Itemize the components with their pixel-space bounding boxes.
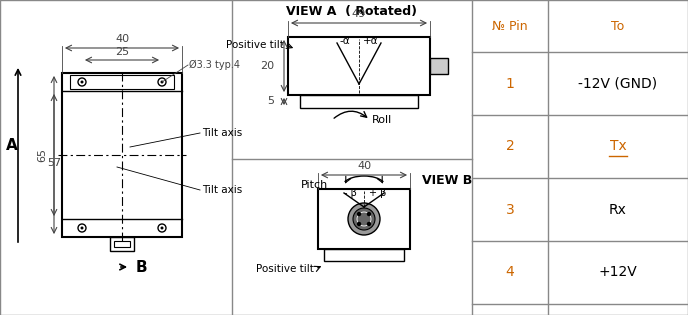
Text: 20: 20 <box>260 61 274 71</box>
Text: +α: +α <box>363 36 379 46</box>
Text: 3: 3 <box>506 203 515 216</box>
Text: Tilt axis: Tilt axis <box>202 128 242 138</box>
Text: Pitch: Pitch <box>301 180 327 190</box>
Text: 1: 1 <box>506 77 515 90</box>
Text: 2: 2 <box>506 140 515 153</box>
Circle shape <box>160 226 164 230</box>
Text: 25: 25 <box>115 47 129 57</box>
Text: +12V: +12V <box>599 266 637 279</box>
Bar <box>70 75 174 89</box>
Text: Positive tilt: Positive tilt <box>226 40 284 50</box>
Circle shape <box>357 212 361 216</box>
Text: № Pin: № Pin <box>492 20 528 32</box>
Text: 57: 57 <box>47 158 61 168</box>
Bar <box>318 189 410 249</box>
Circle shape <box>353 208 375 230</box>
Circle shape <box>348 203 380 235</box>
Circle shape <box>367 222 371 226</box>
Text: Ø3.3 typ.4: Ø3.3 typ.4 <box>189 60 240 70</box>
Text: -α: -α <box>340 36 350 46</box>
Bar <box>62 73 182 237</box>
Text: VIEW B: VIEW B <box>422 175 472 187</box>
Text: B: B <box>136 260 148 274</box>
Bar <box>300 95 418 108</box>
Circle shape <box>160 81 164 83</box>
Text: -12V (GND): -12V (GND) <box>579 77 658 90</box>
Text: - β: - β <box>343 188 356 198</box>
Bar <box>324 249 404 261</box>
Text: Tx: Tx <box>610 140 626 153</box>
Text: 65: 65 <box>37 148 47 162</box>
Text: 40: 40 <box>115 34 129 44</box>
Text: 49: 49 <box>352 9 366 19</box>
Text: To: To <box>612 20 625 32</box>
Text: 5: 5 <box>267 96 274 106</box>
Text: 4: 4 <box>506 266 515 279</box>
Circle shape <box>80 226 83 230</box>
Text: Tilt axis: Tilt axis <box>202 185 242 195</box>
Text: 40: 40 <box>357 161 371 171</box>
Bar <box>110 237 134 251</box>
Bar <box>430 58 448 74</box>
Bar <box>114 241 130 247</box>
Text: Roll: Roll <box>372 115 392 125</box>
Text: Positive tilt: Positive tilt <box>256 264 314 274</box>
Text: + β: + β <box>369 188 387 198</box>
Circle shape <box>357 222 361 226</box>
Text: VIEW A  ( Rotated): VIEW A ( Rotated) <box>286 5 418 18</box>
Text: A: A <box>6 138 18 152</box>
Bar <box>288 37 430 95</box>
Circle shape <box>80 81 83 83</box>
Circle shape <box>367 212 371 216</box>
Text: Rx: Rx <box>609 203 627 216</box>
